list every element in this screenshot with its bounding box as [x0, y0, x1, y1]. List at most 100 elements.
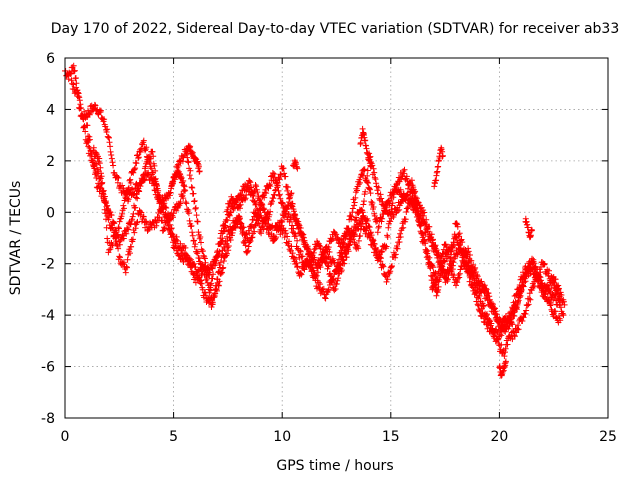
data-point — [186, 259, 193, 266]
data-point — [458, 263, 465, 270]
data-point — [120, 202, 127, 209]
data-point — [491, 304, 498, 311]
data-point — [192, 241, 199, 248]
data-point — [546, 267, 552, 274]
data-point — [414, 200, 420, 207]
data-point — [379, 198, 386, 205]
axis-ticks: 0 5 10 15 20 25 -8 -6 -4 -2 0 2 4 6 — [41, 51, 617, 445]
data-point — [449, 266, 456, 273]
data-point — [552, 308, 559, 315]
data-point — [369, 242, 376, 248]
data-point — [374, 187, 381, 194]
data-point — [359, 221, 366, 227]
data-point — [96, 160, 103, 167]
data-point — [474, 301, 481, 308]
data-point — [520, 283, 526, 290]
data-point — [245, 243, 252, 250]
data-point — [180, 195, 187, 202]
data-point — [440, 246, 447, 253]
data-point — [285, 242, 292, 249]
data-point — [299, 253, 306, 260]
data-point — [92, 171, 98, 178]
data-point — [380, 263, 387, 270]
data-point — [371, 169, 378, 176]
data-point — [351, 199, 358, 206]
data-point — [404, 205, 411, 212]
data-point — [435, 268, 442, 275]
data-point — [70, 81, 77, 88]
data-point — [265, 229, 272, 236]
data-point — [125, 186, 132, 193]
data-point — [254, 189, 261, 196]
data-point — [156, 198, 163, 205]
data-point — [422, 240, 429, 247]
data-point — [239, 230, 246, 237]
data-point — [278, 217, 284, 224]
data-point — [132, 225, 139, 232]
data-point — [387, 268, 394, 275]
data-point — [111, 220, 118, 227]
data-point — [108, 212, 115, 219]
data-point — [125, 226, 132, 233]
data-point — [467, 274, 474, 281]
data-point — [92, 102, 99, 109]
data-point — [221, 245, 228, 252]
data-point — [525, 301, 532, 308]
data-point — [189, 184, 196, 191]
data-point — [129, 216, 136, 223]
data-point — [110, 219, 117, 226]
data-point — [430, 236, 436, 243]
data-point — [415, 215, 422, 222]
data-point — [529, 255, 535, 262]
data-point — [170, 232, 177, 239]
data-point — [546, 286, 553, 293]
data-point — [116, 253, 123, 260]
data-point — [403, 192, 410, 199]
data-point — [145, 158, 151, 165]
data-point — [373, 218, 379, 225]
data-point — [436, 264, 443, 271]
data-point — [106, 139, 113, 146]
data-point — [494, 314, 501, 321]
data-point — [173, 233, 180, 240]
data-point — [478, 278, 485, 285]
data-point — [219, 237, 226, 244]
data-point — [404, 191, 411, 198]
data-point — [209, 275, 216, 282]
x-tick-label: 20 — [490, 429, 508, 445]
data-point — [294, 264, 301, 271]
data-point — [363, 224, 369, 231]
data-point — [152, 167, 159, 174]
data-point — [137, 208, 144, 215]
data-point — [502, 313, 509, 320]
data-point — [68, 77, 75, 84]
data-point — [309, 264, 316, 271]
data-point — [508, 310, 515, 317]
data-point — [357, 232, 364, 239]
data-point — [557, 317, 564, 324]
data-point — [378, 195, 385, 202]
data-point — [509, 321, 516, 328]
data-point — [465, 245, 472, 252]
data-point — [513, 291, 520, 297]
data-point — [361, 198, 367, 205]
data-point — [289, 222, 296, 229]
data-point — [284, 187, 291, 194]
data-point — [86, 111, 93, 118]
data-point — [310, 254, 317, 261]
data-point — [384, 204, 390, 211]
data-point — [472, 289, 479, 296]
data-point — [247, 184, 254, 191]
data-point — [357, 226, 364, 233]
data-point — [451, 241, 458, 248]
data-point — [247, 238, 254, 244]
data-point — [551, 291, 558, 298]
data-point — [347, 212, 354, 219]
data-point — [249, 192, 256, 199]
data-point — [261, 217, 268, 224]
data-point — [283, 204, 290, 211]
data-point — [132, 194, 139, 201]
data-point — [530, 256, 537, 263]
data-point — [238, 192, 245, 199]
data-point — [333, 280, 340, 287]
